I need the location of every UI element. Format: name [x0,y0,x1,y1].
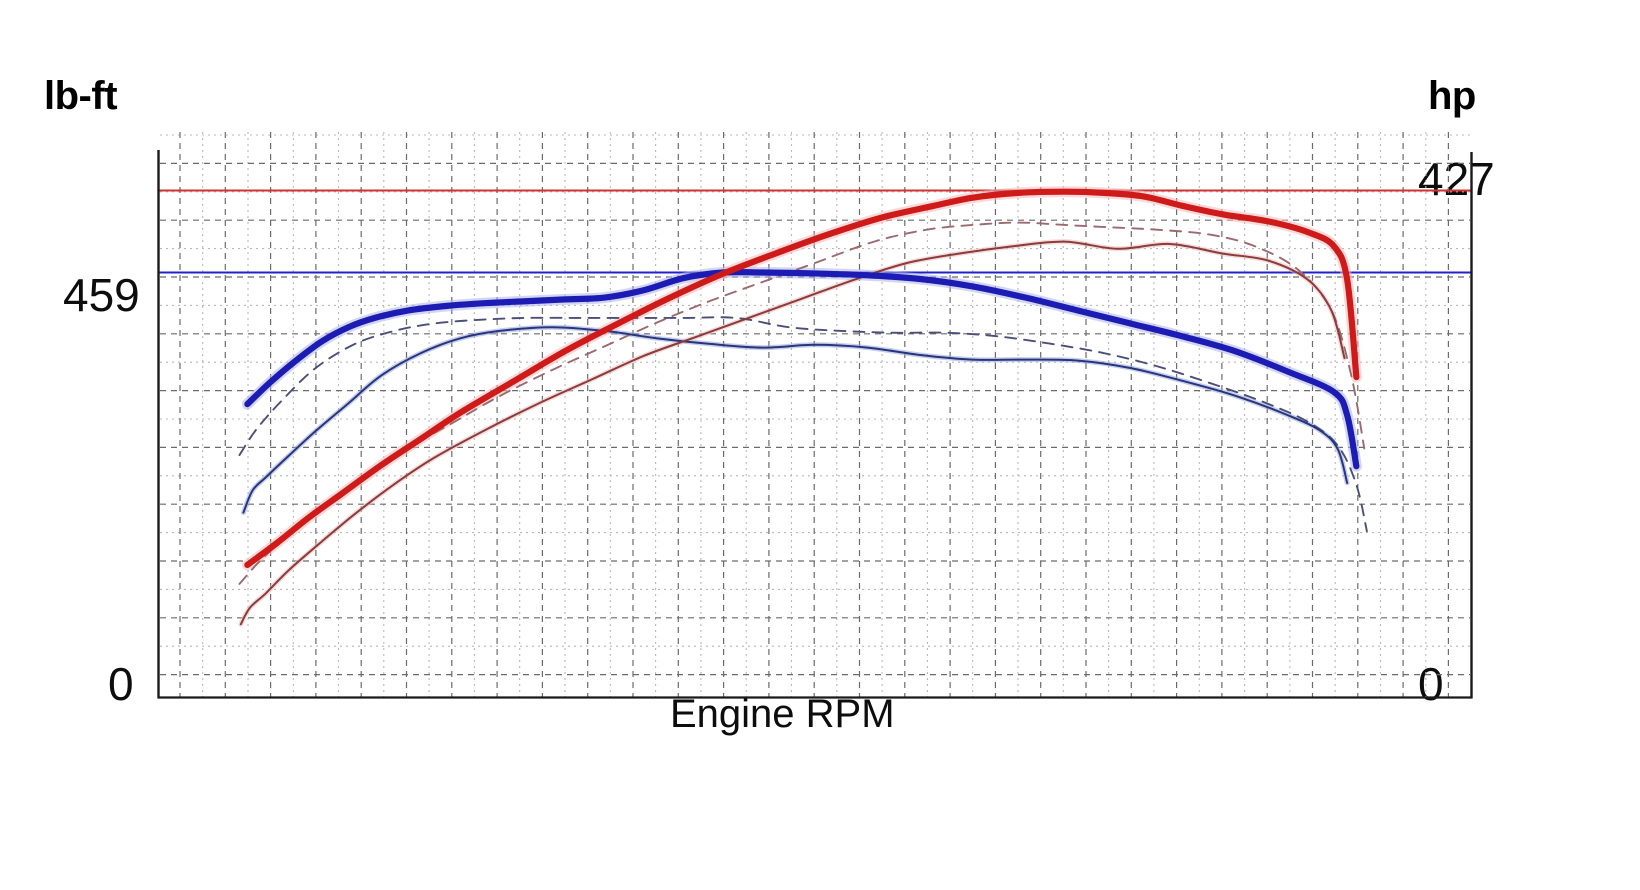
series-line [238,221,1366,585]
right-axis-zero-value: 0 [1418,658,1444,710]
left-axis-unit-label: lb-ft [44,74,118,118]
series-line [239,240,1346,626]
x-axis-label: Engine RPM [670,692,895,736]
plot-frame [157,150,1473,699]
series-halos [238,186,1362,627]
gridlines-major [160,132,1470,697]
series-line [238,316,1368,533]
left-axis-peak-value: 459 [63,269,140,321]
series-line [242,326,1349,514]
left-axis-zero-value: 0 [108,658,134,710]
series-line [244,188,1360,568]
gridlines-minor [160,132,1470,697]
right-axis-unit-label: hp [1428,74,1476,118]
series-lines [238,188,1368,626]
right-axis-peak-value: 427 [1418,153,1495,205]
series-halo [240,324,1350,516]
